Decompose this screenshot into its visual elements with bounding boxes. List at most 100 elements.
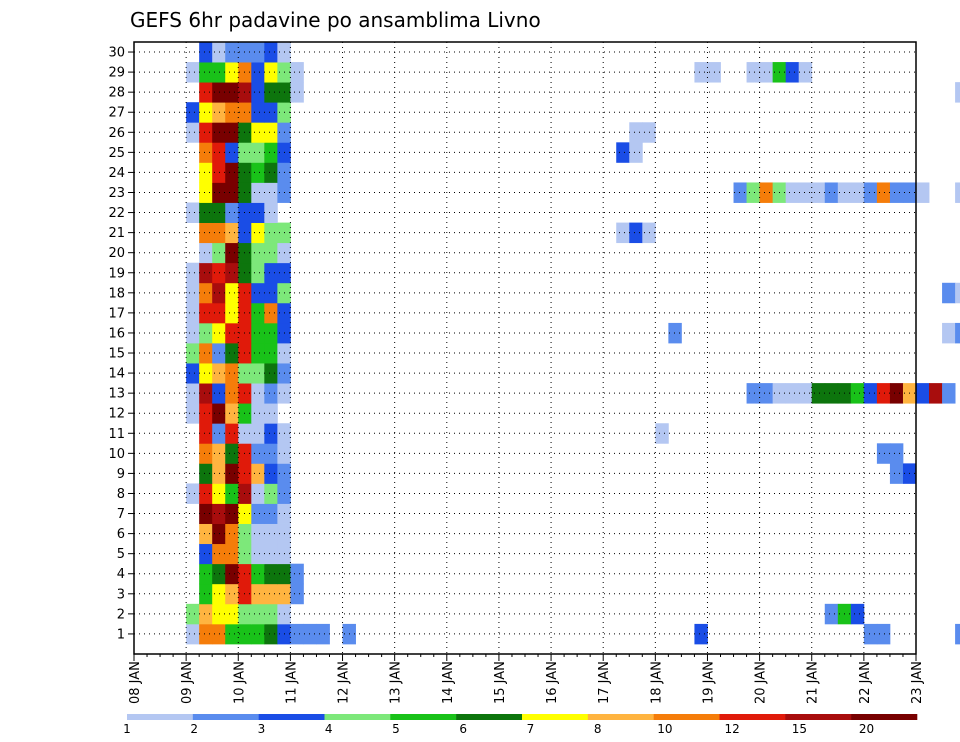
heatmap-cell bbox=[863, 383, 878, 404]
heatmap-cell bbox=[225, 182, 239, 203]
heatmap-cell bbox=[264, 182, 278, 203]
heatmap-cell bbox=[629, 142, 643, 163]
heatmap-cell bbox=[212, 563, 226, 585]
heatmap-cell bbox=[264, 403, 278, 424]
heatmap-cell bbox=[264, 222, 278, 244]
legend-label: 20 bbox=[859, 722, 874, 736]
heatmap-cell bbox=[212, 102, 226, 123]
heatmap-cell bbox=[225, 363, 239, 384]
heatmap-cell bbox=[225, 543, 239, 565]
heatmap-cell bbox=[955, 623, 960, 645]
y-tick-label: 12 bbox=[108, 407, 125, 422]
heatmap-cell bbox=[199, 202, 213, 223]
x-tick-label: 14 JAN bbox=[441, 661, 456, 704]
heatmap-cell bbox=[251, 282, 265, 304]
x-tick-label: 10 JAN bbox=[232, 661, 247, 704]
heatmap-cell bbox=[225, 483, 239, 504]
heatmap-cell bbox=[186, 383, 200, 404]
heatmap-cell bbox=[251, 443, 265, 464]
heatmap-cell bbox=[186, 202, 200, 223]
y-tick-label: 24 bbox=[108, 166, 125, 181]
heatmap-cell bbox=[186, 302, 200, 324]
heatmap-cell bbox=[225, 262, 239, 284]
heatmap-cell bbox=[212, 42, 226, 63]
heatmap-cell bbox=[251, 563, 265, 585]
heatmap-cell bbox=[785, 383, 800, 404]
heatmap-cell bbox=[785, 62, 800, 83]
y-tick-label: 5 bbox=[117, 547, 125, 562]
x-tick-label: 13 JAN bbox=[389, 661, 404, 704]
legend-label: 12 bbox=[724, 722, 739, 736]
heatmap-cell bbox=[199, 82, 213, 103]
heatmap-cell bbox=[264, 363, 278, 384]
legend-label: 2 bbox=[190, 722, 198, 736]
heatmap-cell bbox=[264, 102, 278, 123]
heatmap-cell bbox=[199, 262, 213, 284]
heatmap-cell bbox=[225, 102, 239, 123]
heatmap-cell bbox=[264, 62, 278, 83]
heatmap-cell bbox=[264, 623, 278, 645]
heatmap-cell bbox=[264, 523, 278, 545]
heatmap-cell bbox=[942, 383, 956, 404]
heatmap-cell bbox=[186, 322, 200, 344]
heatmap-cell bbox=[251, 603, 265, 625]
y-tick-label: 8 bbox=[117, 487, 125, 502]
heatmap-cell bbox=[225, 122, 239, 143]
heatmap-cell bbox=[199, 603, 213, 625]
heatmap-cell bbox=[264, 162, 278, 183]
heatmap-cell bbox=[225, 222, 239, 244]
heatmap-cell bbox=[264, 463, 278, 484]
legend-label: 15 bbox=[792, 722, 807, 736]
y-tick-label: 19 bbox=[108, 266, 125, 281]
heatmap-cell bbox=[942, 282, 956, 304]
heatmap-cell bbox=[225, 62, 239, 83]
legend-label: 6 bbox=[459, 722, 467, 736]
heatmap-cell bbox=[212, 503, 226, 524]
heatmap-cell bbox=[225, 202, 239, 223]
heatmap-cell bbox=[733, 182, 747, 203]
heatmap-cell bbox=[225, 383, 239, 404]
heatmap-cell bbox=[199, 523, 213, 545]
heatmap-cell bbox=[225, 142, 239, 163]
heatmap-cell bbox=[212, 443, 226, 464]
heatmap-cell bbox=[212, 322, 226, 344]
heatmap-cell bbox=[199, 443, 213, 464]
heatmap-cell bbox=[199, 102, 213, 123]
heatmap-cell bbox=[629, 122, 643, 143]
heatmap-cell bbox=[876, 182, 891, 203]
heatmap-cell bbox=[251, 322, 265, 344]
heatmap-cell bbox=[876, 443, 891, 464]
heatmap-cell bbox=[290, 623, 304, 645]
heatmap-cell bbox=[199, 62, 213, 83]
heatmap-cell bbox=[876, 623, 891, 645]
heatmap-cell bbox=[746, 182, 760, 203]
heatmap-cell bbox=[955, 82, 960, 103]
y-tick-label: 4 bbox=[117, 567, 125, 582]
heatmap-cell bbox=[186, 623, 200, 645]
heatmap-cell bbox=[199, 302, 213, 324]
heatmap-cell bbox=[225, 583, 239, 605]
heatmap-cell bbox=[199, 383, 213, 404]
heatmap-cell bbox=[199, 222, 213, 244]
heatmap-cell bbox=[251, 363, 265, 384]
heatmap-cell bbox=[225, 82, 239, 103]
y-tick-label: 15 bbox=[108, 347, 125, 362]
heatmap-cell bbox=[251, 483, 265, 504]
heatmap-cell bbox=[212, 523, 226, 545]
heatmap-cell bbox=[824, 603, 839, 625]
heatmap-cell bbox=[199, 423, 213, 444]
heatmap-cell bbox=[251, 162, 265, 183]
heatmap-cell bbox=[212, 302, 226, 324]
heatmap-cell bbox=[616, 222, 630, 244]
heatmap-cell bbox=[212, 82, 226, 103]
heatmap-cell bbox=[199, 162, 213, 183]
heatmap-cell bbox=[251, 102, 265, 123]
heatmap-cell bbox=[264, 122, 278, 143]
y-tick-label: 27 bbox=[108, 106, 125, 121]
heatmap-cell bbox=[694, 62, 708, 83]
heatmap-cell bbox=[264, 563, 278, 585]
y-tick-label: 2 bbox=[117, 607, 125, 622]
y-tick-label: 9 bbox=[117, 467, 125, 482]
legend-label: 10 bbox=[657, 722, 672, 736]
legend-swatch bbox=[258, 714, 325, 720]
